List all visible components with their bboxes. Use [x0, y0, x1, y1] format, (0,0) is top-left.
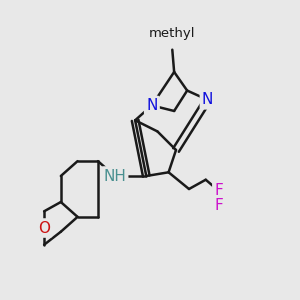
Text: F: F: [214, 183, 223, 198]
Text: NH: NH: [103, 169, 126, 184]
Text: N: N: [202, 92, 213, 107]
Text: O: O: [38, 220, 50, 236]
Text: N: N: [146, 98, 158, 113]
Text: methyl: methyl: [149, 27, 196, 40]
Text: F: F: [214, 198, 223, 213]
